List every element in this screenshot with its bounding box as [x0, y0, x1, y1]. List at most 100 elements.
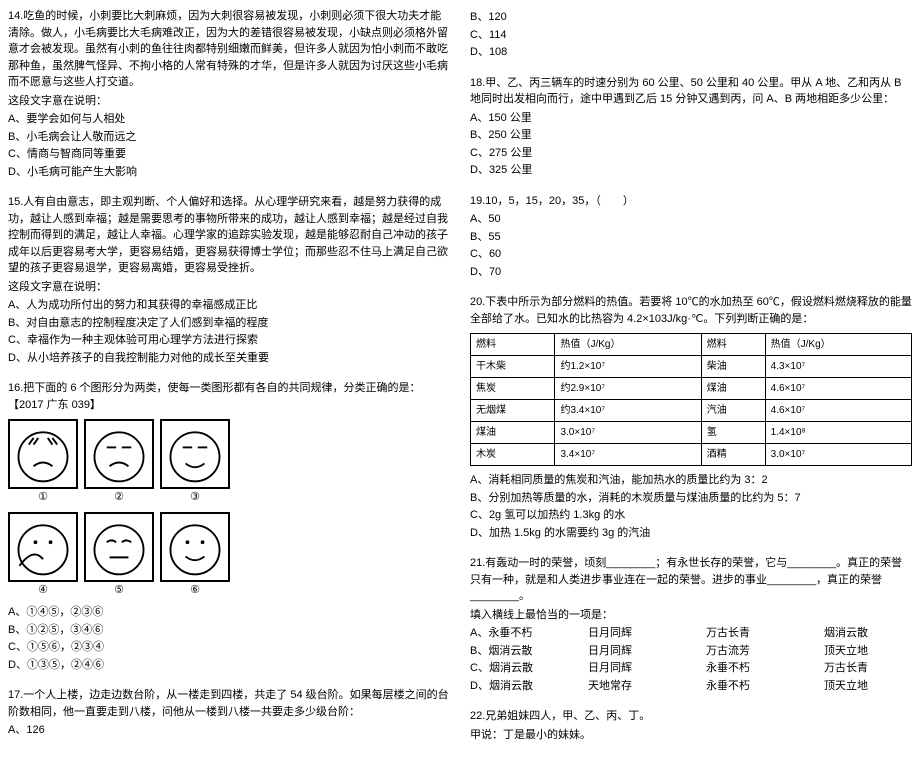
q16-text: 16.把下面的 6 个图形分为两类，使每一类图形都有各自的共同规律，分类正确的是…: [8, 380, 450, 413]
q20-text: 20.下表中所示为部分燃料的热值。若要将 10℃的水加热至 60℃，假设燃料燃烧…: [470, 294, 912, 327]
q19-options: A、50 B、55 C、60 D、70: [470, 211, 912, 280]
q21-d1: D、烟消云散: [470, 678, 558, 695]
label-6: ⑥: [160, 582, 230, 599]
face-4-svg: [10, 514, 76, 580]
right-column: B、120 C、114 D、108 18.甲、乙、丙三辆车的时速分别为 60 公…: [470, 8, 912, 757]
q15-opt-d: D、从小培养孩子的自我控制能力对他的成长至关重要: [8, 350, 450, 367]
face-3-svg: [162, 421, 228, 487]
q19-body: 10，5，15，20，35，（ ）: [485, 195, 634, 207]
q17-opt-a: A、126: [8, 722, 450, 739]
q15-text: 15.人有自由意志，即主观判断、个人偏好和选择。从心理学研究来看，越是努力获得的…: [8, 194, 450, 277]
q21-text: 21.有轰动一时的荣誉，顷刻________；有永世长存的荣誉，它与______…: [470, 555, 912, 605]
q14-opt-c: C、情商与智商同等重要: [8, 146, 450, 163]
label-5: ⑤: [84, 582, 154, 599]
left-column: 14.吃鱼的时候，小刺要比大刺麻烦，因为大刺很容易被发现，小刺则必须下很大功夫才…: [8, 8, 450, 757]
q20-options: A、消耗相同质量的焦炭和汽油，能加热水的质量比约为 3：2 B、分别加热等质量的…: [470, 472, 912, 541]
q15-opt-b: B、对自由意志的控制程度决定了人们感到幸福的程度: [8, 315, 450, 332]
q15-opt-a: A、人为成功所付出的努力和其获得的幸福感成正比: [8, 297, 450, 314]
table-row: 焦炭 约2.9×10⁷ 煤油 4.6×10⁷: [471, 378, 912, 400]
face-5: [84, 512, 154, 582]
cell: 干木柴: [471, 356, 555, 378]
question-14: 14.吃鱼的时候，小刺要比大刺麻烦，因为大刺很容易被发现，小刺则必须下很大功夫才…: [8, 8, 450, 180]
q21-a3: 万古长青: [706, 625, 794, 642]
label-4: ④: [8, 582, 78, 599]
cell: 焦炭: [471, 378, 555, 400]
table-row: 无烟煤 约3.4×10⁷ 汽油 4.6×10⁷: [471, 400, 912, 422]
q21-c3: 永垂不朽: [706, 660, 794, 677]
face-1: [8, 419, 78, 489]
q18-opt-d: D、325 公里: [470, 162, 912, 179]
cell: 酒精: [701, 444, 765, 466]
q21-body: 有轰动一时的荣誉，顷刻________；有永世长存的荣誉，它与________。…: [470, 557, 902, 602]
q16-num: 16.: [8, 382, 23, 394]
cell: 氢: [701, 422, 765, 444]
question-22: 22.兄弟姐妹四人，甲、乙、丙、丁。 甲说：丁是最小的妹妹。: [470, 708, 912, 743]
q16-options: A、①④⑤，②③⑥ B、①②⑤，③④⑥ C、①⑤⑥，②③④ D、①③⑤，②④⑥: [8, 604, 450, 673]
q22-line2: 甲说：丁是最小的妹妹。: [470, 727, 912, 744]
q22-text: 22.兄弟姐妹四人，甲、乙、丙、丁。: [470, 708, 912, 725]
q18-body: 甲、乙、丙三辆车的时速分别为 60 公里、50 公里和 40 公里。甲从 A 地…: [470, 77, 902, 106]
q19-text: 19.10，5，15，20，35，（ ）: [470, 193, 912, 210]
table-header: 燃料 热值（J/Kg） 燃料 热值（J/Kg）: [471, 334, 912, 356]
th2: 热值（J/Kg）: [555, 334, 701, 356]
q16-opt-d: D、①③⑤，②④⑥: [8, 657, 450, 674]
question-17: 17.一个人上楼，边走边数台阶，从一楼走到四楼，共走了 54 级台阶。如果每层楼…: [8, 687, 450, 739]
q14-options: A、要学会如何与人相处 B、小毛病会让人敬而远之 C、情商与智商同等重要 D、小…: [8, 111, 450, 180]
face-4: [8, 512, 78, 582]
question-21: 21.有轰动一时的荣誉，顷刻________；有永世长存的荣誉，它与______…: [470, 555, 912, 694]
q18-text: 18.甲、乙、丙三辆车的时速分别为 60 公里、50 公里和 40 公里。甲从 …: [470, 75, 912, 108]
cell: 3.0×10⁷: [765, 444, 911, 466]
q14-text: 14.吃鱼的时候，小刺要比大刺麻烦，因为大刺很容易被发现，小刺则必须下很大功夫才…: [8, 8, 450, 91]
q18-num: 18.: [470, 77, 485, 89]
cell: 柴油: [701, 356, 765, 378]
q14-opt-a: A、要学会如何与人相处: [8, 111, 450, 128]
cell: 无烟煤: [471, 400, 555, 422]
cell: 木炭: [471, 444, 555, 466]
face-1-svg: [10, 421, 76, 487]
q16-body: 把下面的 6 个图形分为两类，使每一类图形都有各自的共同规律，分类正确的是：【2…: [8, 382, 421, 411]
q22-body: 兄弟姐妹四人，甲、乙、丙、丁。: [485, 710, 650, 722]
q15-num: 15.: [8, 196, 23, 208]
q18-opt-b: B、250 公里: [470, 127, 912, 144]
table-row: 木炭 3.4×10⁷ 酒精 3.0×10⁷: [471, 444, 912, 466]
face-2: [84, 419, 154, 489]
img-wrap-3: ③: [160, 419, 230, 506]
q14-body: 吃鱼的时候，小刺要比大刺麻烦，因为大刺很容易被发现，小刺则必须下很大功夫才能清除…: [8, 10, 448, 88]
th1: 燃料: [471, 334, 555, 356]
q17-num: 17.: [8, 689, 23, 701]
q16-row1: ① ②: [8, 419, 450, 506]
face-3: [160, 419, 230, 489]
q14-opt-b: B、小毛病会让人敬而远之: [8, 129, 450, 146]
cell: 汽油: [701, 400, 765, 422]
q21-row-a: A、永垂不朽 日月同辉 万古长青 烟消云散: [470, 625, 912, 642]
q21-d3: 永垂不朽: [706, 678, 794, 695]
cell: 3.4×10⁷: [555, 444, 701, 466]
cell: 4.3×10⁷: [765, 356, 911, 378]
cell: 煤油: [701, 378, 765, 400]
q19-num: 19.: [470, 195, 485, 207]
q21-d2: 天地常存: [588, 678, 676, 695]
q21-c2: 日月同辉: [588, 660, 676, 677]
table-row: 煤油 3.0×10⁷ 氢 1.4×10⁸: [471, 422, 912, 444]
cell: 3.0×10⁷: [555, 422, 701, 444]
cell: 约2.9×10⁷: [555, 378, 701, 400]
question-16: 16.把下面的 6 个图形分为两类，使每一类图形都有各自的共同规律，分类正确的是…: [8, 380, 450, 673]
q20-body: 下表中所示为部分燃料的热值。若要将 10℃的水加热至 60℃，假设燃料燃烧释放的…: [470, 296, 912, 325]
q18-options: A、150 公里 B、250 公里 C、275 公里 D、325 公里: [470, 110, 912, 179]
q17-opt-b: B、120: [470, 9, 912, 26]
q21-c4: 万古长青: [824, 660, 912, 677]
q21-a2: 日月同辉: [588, 625, 676, 642]
q19-opt-a: A、50: [470, 211, 912, 228]
q16-row2: ④ ⑤: [8, 512, 450, 599]
q15-body: 人有自由意志，即主观判断、个人偏好和选择。从心理学研究来看，越是努力获得的成功，…: [8, 196, 448, 274]
cell: 煤油: [471, 422, 555, 444]
label-1: ①: [8, 489, 78, 506]
face-6: [160, 512, 230, 582]
q20-opt-b: B、分别加热等质量的水，消耗的木炭质量与煤油质量的比约为 5：7: [470, 490, 912, 507]
q21-a4: 烟消云散: [824, 625, 912, 642]
cell: 4.6×10⁷: [765, 400, 911, 422]
question-18: 18.甲、乙、丙三辆车的时速分别为 60 公里、50 公里和 40 公里。甲从 …: [470, 75, 912, 179]
q20-opt-c: C、2g 氢可以加热约 1.3kg 的水: [470, 507, 912, 524]
question-15: 15.人有自由意志，即主观判断、个人偏好和选择。从心理学研究来看，越是努力获得的…: [8, 194, 450, 366]
q20-opt-a: A、消耗相同质量的焦炭和汽油，能加热水的质量比约为 3：2: [470, 472, 912, 489]
